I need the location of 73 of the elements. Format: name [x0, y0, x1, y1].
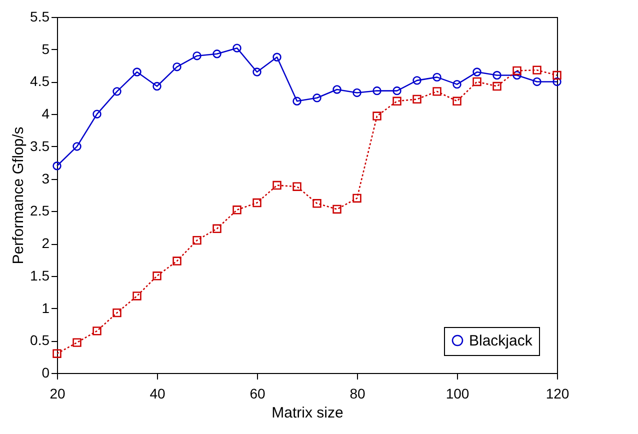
point: [152, 272, 162, 280]
point: [212, 224, 222, 234]
x-tick-label: 60: [250, 386, 266, 402]
y-tick-label: 3.5: [30, 138, 50, 154]
point: [252, 198, 262, 208]
point: [172, 62, 182, 72]
y-tick-label: 0.5: [30, 332, 50, 348]
y-tick-label: 2: [42, 235, 50, 252]
y-tick-label: 4.5: [30, 73, 50, 90]
point: [472, 68, 482, 76]
point: [412, 76, 422, 85]
point: [52, 162, 62, 170]
point: [332, 204, 342, 214]
point: [312, 199, 322, 208]
point: [512, 70, 522, 80]
point: [532, 77, 542, 86]
point: [192, 236, 202, 245]
point: [112, 308, 122, 318]
point: [372, 112, 382, 120]
y-tick-label: 0: [42, 364, 50, 380]
point: [392, 86, 402, 96]
point: [132, 68, 142, 76]
point: [372, 86, 382, 96]
point: [232, 44, 242, 52]
y-tick-label: 1.5: [30, 267, 50, 284]
point: [132, 292, 142, 300]
point: [432, 72, 442, 82]
x-tick-label: 120: [546, 386, 570, 402]
x-tick-label: 40: [150, 386, 166, 402]
x-tick-label: 20: [50, 386, 66, 402]
point: [292, 182, 302, 191]
point: [252, 68, 262, 76]
x-axis-title: Matrix size: [272, 404, 344, 422]
y-tick-label: 5: [42, 40, 50, 57]
x-tick-label: 100: [446, 386, 470, 402]
point: [52, 349, 62, 358]
point: [272, 52, 282, 62]
x-tick-label: 80: [350, 386, 366, 402]
point: [532, 66, 542, 74]
point: [72, 338, 82, 347]
point: [332, 85, 342, 94]
point: [92, 110, 102, 118]
y-tick-label: 3: [42, 170, 50, 186]
point: [212, 50, 222, 58]
point: [112, 87, 122, 96]
y-axis-title: Performance Gflop/s: [10, 126, 28, 264]
point: [172, 256, 182, 266]
point: [272, 180, 282, 190]
point: [152, 82, 162, 91]
point: [512, 66, 522, 76]
point: [352, 194, 362, 203]
point: [552, 70, 562, 80]
point: [312, 94, 322, 102]
y-tick-label: 5.5: [30, 8, 50, 24]
point: [492, 70, 502, 80]
y-tick-label: 2.5: [30, 202, 50, 219]
legend-label: Blackjack: [469, 332, 533, 350]
point: [92, 326, 102, 336]
point: [352, 88, 362, 98]
point: [552, 77, 562, 86]
y-tick-label: 4: [42, 106, 50, 122]
point: [392, 96, 402, 106]
point: [412, 94, 422, 104]
point: [452, 96, 462, 106]
point: [292, 96, 302, 106]
point: [492, 82, 502, 91]
point: [232, 206, 242, 214]
point: [192, 51, 202, 60]
point: [452, 80, 462, 89]
point: [472, 77, 482, 86]
y-tick-label: 1: [42, 300, 50, 316]
point: [72, 142, 82, 151]
point: [432, 87, 442, 96]
